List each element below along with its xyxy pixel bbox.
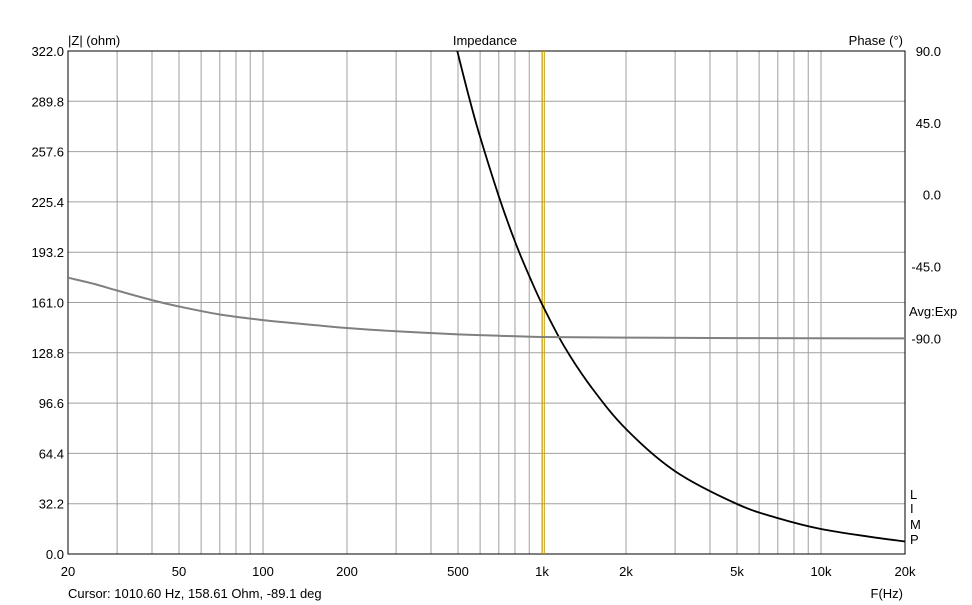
tick-labels: 0.0 32.2 64.4 96.6 128.8 161.0 193.2 225.4 257.6… [31, 44, 941, 579]
y-left-tick-label: 32.2 [39, 497, 64, 512]
phase-curve [67, 276, 906, 340]
x-tick-label: 2k [619, 564, 633, 579]
y-left-tick-label: 193.2 [31, 245, 64, 260]
plot-frame [67, 50, 906, 555]
x-tick-label: 10k [811, 564, 832, 579]
x-tick-label: 20k [895, 564, 916, 579]
limp-letter-i: I [910, 501, 914, 516]
series-group [67, 50, 906, 554]
y-left-tick-label: 322.0 [31, 44, 64, 59]
x-tick-label: 20 [61, 564, 75, 579]
y-left-tick-label: 289.8 [31, 94, 64, 109]
limp-letter-l: L [910, 487, 917, 502]
grid [68, 51, 905, 554]
avg-label: Avg:Exp [909, 304, 957, 319]
y-right-tick-label: -45.0 [911, 260, 941, 275]
y-right-tick-label: 0.0 [923, 188, 941, 203]
y-left-axis-label: |Z| (ohm) [68, 33, 120, 48]
cursor-readout: Cursor: 1010.60 Hz, 158.61 Ohm, -89.1 de… [68, 586, 322, 601]
y-left-tick-label: 96.6 [39, 396, 64, 411]
x-tick-label: 5k [730, 564, 744, 579]
limp-letter-p: P [910, 532, 919, 547]
y-left-tick-label: 128.8 [31, 346, 64, 361]
x-tick-label: 200 [336, 564, 358, 579]
chart-title: Impedance [453, 33, 517, 48]
y-right-tick-label: 90.0 [916, 44, 941, 59]
y-left-tick-label: 64.4 [39, 446, 64, 461]
y-left-tick-label: 225.4 [31, 195, 64, 210]
impedance-curve [456, 50, 906, 543]
x-axis-label: F(Hz) [871, 586, 904, 601]
x-tick-label: 100 [252, 564, 274, 579]
y-right-tick-label: 45.0 [916, 116, 941, 131]
y-left-tick-label: 257.6 [31, 145, 64, 160]
y-right-axis-label: Phase (°) [849, 33, 903, 48]
y-right-tick-label: -90.0 [911, 331, 941, 346]
x-tick-label: 1k [535, 564, 549, 579]
y-left-tick-label: 161.0 [31, 296, 64, 311]
y-left-tick-label: 0.0 [46, 547, 64, 562]
limp-letter-m: M [910, 517, 921, 532]
x-tick-label: 50 [172, 564, 186, 579]
x-tick-label: 500 [447, 564, 469, 579]
